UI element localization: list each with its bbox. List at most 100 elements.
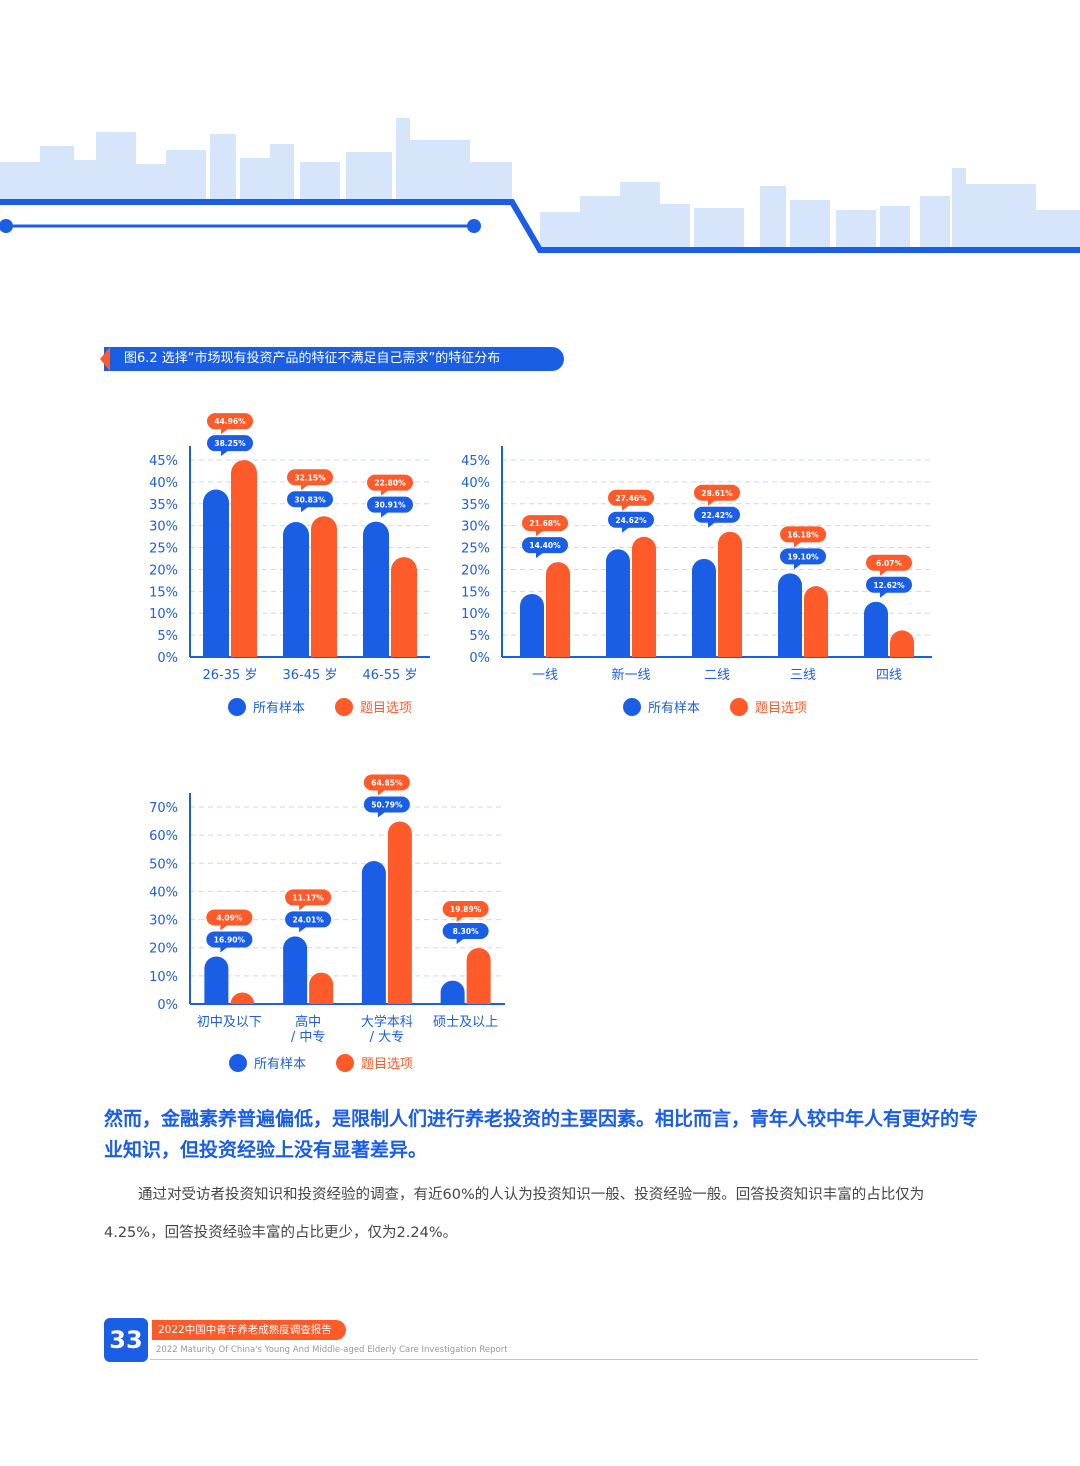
data-label-all-sample-text: 30.91%: [374, 501, 406, 510]
data-label-selected: 22.80%: [367, 474, 413, 496]
data-label-selected-tail: [794, 541, 802, 548]
data-label-all-sample-bg: [285, 911, 332, 928]
y-tick-label: 0%: [157, 651, 178, 666]
data-label-all-sample-text: 22.42%: [701, 511, 733, 520]
legend-all-sample-dot: [229, 1054, 247, 1072]
y-tick-label: 30%: [149, 520, 178, 535]
bar-all-sample: [204, 956, 229, 1004]
data-label-selected-text: 28.61%: [701, 489, 733, 498]
chart-legend: 所有样本 题目选项: [623, 698, 807, 716]
chart-city-tier: 0% 5% 10% 15% 20% 25% 30% 35% 40% 45% 14.40% 21.68%…: [461, 446, 932, 716]
data-label-selected-text: 22.80%: [374, 479, 406, 488]
footer-divider: [150, 1359, 978, 1360]
bar-all-sample: [440, 980, 465, 1004]
legend-all-sample-label: 所有样本: [253, 701, 305, 716]
data-label-all-sample-tail: [794, 563, 802, 570]
chart-education: 0% 10% 20% 30% 40% 50% 60% 70% 16.90% 4.09% 初中及以下 2…: [149, 774, 505, 1072]
chart-age: 0% 5% 10% 15% 20% 25% 30% 35% 40% 45% 38.25% 44.96%…: [149, 413, 430, 716]
body-text: 通过对受访者投资知识和投资经验的调查，有近60%的人认为投资知识一般、投资经验一…: [104, 1187, 925, 1241]
data-label-selected-tail: [880, 569, 888, 576]
y-tick-label: 70%: [149, 801, 178, 816]
bar-selected: [391, 557, 417, 657]
x-tick-label: 高中: [295, 1014, 321, 1030]
data-label-selected-text: 32.15%: [294, 473, 326, 482]
legend-selected-dot: [730, 698, 748, 716]
bar-selected: [632, 536, 656, 657]
y-tick-label: 0%: [469, 651, 490, 666]
data-label-all-sample-bg: [780, 548, 826, 565]
x-tick-label: 硕士及以上: [433, 1015, 498, 1030]
page-number: 33: [104, 1318, 148, 1362]
y-tick-label: 10%: [461, 607, 490, 622]
bar-all-sample: [283, 522, 309, 657]
legend-selected-dot: [336, 1054, 354, 1072]
data-label-selected-tail: [220, 924, 229, 931]
data-label-all-sample-bg: [363, 796, 410, 813]
body-paragraph: 通过对受访者投资知识和投资经验的调查，有近60%的人认为投资知识一般、投资经验一…: [104, 1176, 984, 1252]
y-tick-label: 45%: [149, 454, 178, 469]
x-tick-label: 46-55 岁: [363, 668, 418, 683]
section-headline: 然而，金融素养普遍偏低，是限制人们进行养老投资的主要因素。相比而言，青年人较中年…: [104, 1108, 979, 1161]
data-label-all-sample-tail: [377, 811, 386, 818]
report-title: 2022中国中青年养老成熟度调查报告: [152, 1320, 346, 1340]
y-tick-label: 5%: [157, 629, 178, 644]
data-label-selected: 4.09%: [206, 909, 253, 931]
bar-all-sample: [203, 489, 229, 657]
data-label-all-sample-bg: [206, 931, 253, 948]
x-tick-label: 初中及以下: [197, 1015, 262, 1030]
data-label-all-sample-bg: [866, 576, 912, 593]
data-label-all-sample-text: 24.62%: [615, 516, 647, 525]
y-tick-label: 40%: [149, 476, 178, 491]
data-label-all-sample-text: 19.10%: [787, 552, 819, 561]
data-label-all-sample: 30.83%: [287, 491, 333, 513]
y-tick-label: 60%: [149, 829, 178, 844]
data-label-selected-bg: [206, 909, 253, 926]
x-tick-label: 新一线: [611, 667, 650, 683]
data-label-all-sample-text: 14.40%: [529, 541, 561, 550]
data-label-selected-tail: [381, 489, 389, 496]
data-label-all-sample: 38.25%: [207, 435, 253, 457]
y-tick-label: 20%: [461, 563, 490, 578]
data-label-selected-text: 27.46%: [615, 494, 647, 503]
data-label-all-sample-tail: [622, 526, 630, 533]
data-label-selected-tail: [299, 904, 308, 911]
data-label-selected: 6.07%: [866, 554, 912, 576]
data-label-selected: 11.17%: [285, 889, 332, 911]
y-tick-label: 15%: [149, 585, 178, 600]
data-label-all-sample: 22.42%: [694, 506, 740, 528]
y-tick-label: 30%: [149, 914, 178, 929]
x-tick-label: / 中专: [291, 1030, 326, 1045]
data-label-selected-tail: [301, 484, 309, 491]
bar-selected: [231, 460, 257, 657]
data-label-all-sample-text: 16.90%: [214, 935, 246, 944]
data-label-all-sample-tail: [220, 946, 229, 953]
chart-legend: 所有样本 题目选项: [229, 1054, 413, 1072]
x-tick-label: 26-35 岁: [203, 668, 258, 683]
data-label-selected: 21.68%: [522, 515, 568, 537]
data-label-all-sample-text: 30.83%: [294, 495, 326, 504]
data-label-all-sample-tail: [381, 511, 389, 518]
x-tick-label: 三线: [790, 668, 816, 683]
y-tick-label: 25%: [461, 542, 490, 557]
y-tick-label: 15%: [461, 585, 490, 600]
x-tick-label: / 大专: [370, 1030, 405, 1045]
data-label-all-sample-bg: [522, 537, 568, 554]
data-label-all-sample-tail: [299, 926, 308, 933]
data-label-selected: 44.96%: [207, 413, 253, 435]
data-label-selected-bg: [608, 489, 654, 506]
data-label-all-sample: 24.01%: [285, 911, 332, 933]
y-tick-label: 50%: [149, 857, 178, 872]
bar-all-sample: [864, 601, 888, 657]
bar-selected: [466, 948, 491, 1004]
data-label-selected: 64.85%: [363, 774, 410, 796]
legend-selected-label: 题目选项: [360, 701, 412, 716]
data-label-all-sample-tail: [536, 552, 544, 559]
data-label-all-sample-text: 38.25%: [214, 439, 246, 448]
y-tick-label: 20%: [149, 563, 178, 578]
data-label-selected-text: 21.68%: [529, 519, 561, 528]
bar-all-sample: [520, 593, 544, 657]
bar-selected: [890, 630, 914, 657]
data-label-all-sample: 19.10%: [780, 548, 826, 570]
data-label-all-sample-bg: [207, 435, 253, 452]
x-tick-label: 四线: [876, 668, 902, 683]
